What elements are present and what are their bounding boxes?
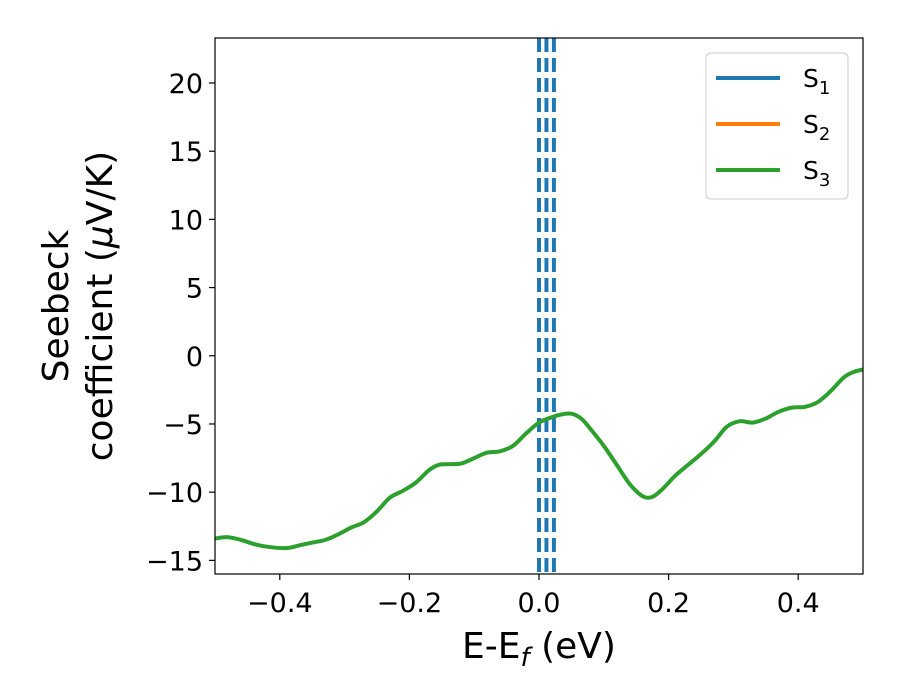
y-tick-label-1: −10 <box>146 478 203 509</box>
y-tick-label-3: 0 <box>186 342 203 373</box>
x-tick-label-4: 0.4 <box>777 588 820 619</box>
x-axis-ticks: −0.4 −0.2 0.0 0.2 0.4 <box>247 574 820 619</box>
x-axis-label-main: E-E <box>462 626 520 667</box>
y-axis-label-line2: coefficient (μV/K) <box>80 151 121 461</box>
x-tick-label-2: 0.0 <box>518 588 561 619</box>
y-axis-label-prefix: coefficient ( <box>80 248 121 461</box>
y-axis-label-mu: μ <box>80 225 121 249</box>
y-tick-label-5: 10 <box>169 205 203 236</box>
y-tick-label-6: 15 <box>169 137 203 168</box>
x-tick-label-1: −0.2 <box>377 588 443 619</box>
y-axis-ticks: −15 −10 −5 0 5 10 15 20 <box>146 69 215 577</box>
legend-label-0: S1 <box>803 64 830 99</box>
y-axis-label-suffix: V/K) <box>80 151 121 225</box>
y-tick-label-4: 5 <box>186 274 203 305</box>
x-axis-label: E-Ef (eV) <box>462 626 616 673</box>
y-axis-label-line1: Seebeck <box>36 229 77 382</box>
x-tick-label-3: 0.2 <box>647 588 690 619</box>
series-lines <box>215 367 863 551</box>
x-axis-label-suffix: (eV) <box>530 626 616 667</box>
vertical-lines <box>537 38 556 574</box>
y-tick-label-0: −15 <box>146 546 203 577</box>
series-line-2 <box>215 367 863 551</box>
legend: S1 S2 S3 <box>705 52 849 200</box>
legend-label-2: S3 <box>803 156 830 191</box>
legend-label-1: S2 <box>803 110 830 145</box>
x-tick-label-0: −0.4 <box>247 588 313 619</box>
y-tick-label-7: 20 <box>169 69 203 100</box>
y-tick-label-2: −5 <box>163 410 203 441</box>
